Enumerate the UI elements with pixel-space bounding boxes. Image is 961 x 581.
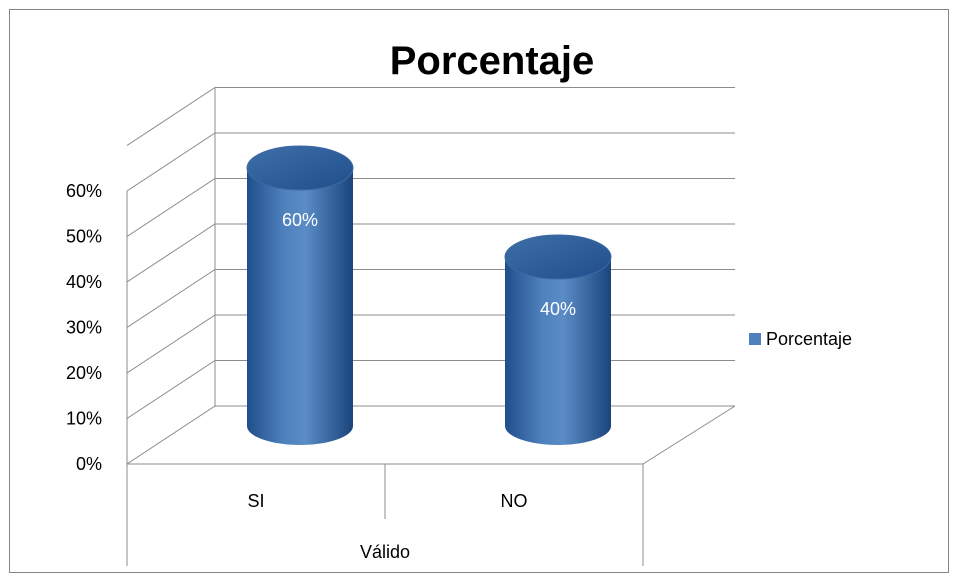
- bar-no: 40%: [505, 235, 611, 445]
- gridline: [127, 315, 735, 373]
- gridline: [127, 406, 735, 464]
- y-axis-ticks: 0% 10% 20% 30% 40% 50% 60%: [66, 181, 102, 474]
- y-tick-label: 50%: [66, 227, 102, 247]
- floor-right-edge: [643, 406, 735, 464]
- axes: [127, 191, 735, 566]
- gridline: [127, 270, 735, 328]
- gridlines: [127, 88, 735, 465]
- x-category-label: SI: [247, 491, 264, 511]
- x-axis-categories: SI NO: [247, 491, 527, 511]
- legend: Porcentaje: [749, 329, 852, 349]
- gridline: [127, 88, 735, 146]
- x-category-label: NO: [501, 491, 528, 511]
- bars: 60% 40%: [247, 146, 611, 445]
- legend-label: Porcentaje: [766, 329, 852, 349]
- bar-body: [505, 257, 611, 445]
- gridline: [127, 224, 735, 282]
- data-label: 40%: [540, 299, 576, 319]
- legend-swatch: [749, 333, 761, 345]
- y-tick-label: 30%: [66, 318, 102, 338]
- x-axis-group-label: Válido: [360, 542, 410, 562]
- y-tick-label: 40%: [66, 272, 102, 292]
- bar-si: 60%: [247, 146, 353, 445]
- gridline: [127, 361, 735, 419]
- chart-title: Porcentaje: [390, 39, 595, 83]
- gridline: [127, 179, 735, 237]
- data-label: 60%: [282, 210, 318, 230]
- y-tick-label: 10%: [66, 409, 102, 429]
- y-tick-label: 0%: [76, 454, 102, 474]
- gridline: [127, 133, 735, 191]
- bar-top: [505, 235, 611, 279]
- y-tick-label: 60%: [66, 181, 102, 201]
- bar-top: [247, 146, 353, 190]
- y-tick-label: 20%: [66, 363, 102, 383]
